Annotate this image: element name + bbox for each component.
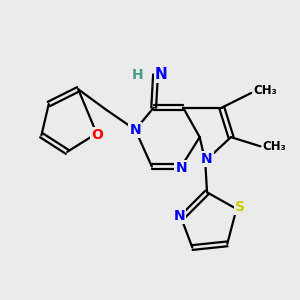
- Text: N: N: [130, 123, 141, 137]
- Text: N: N: [176, 161, 187, 176]
- Text: CH₃: CH₃: [253, 83, 277, 97]
- Text: S: S: [235, 200, 245, 214]
- Text: N: N: [155, 67, 167, 82]
- Text: N: N: [201, 152, 213, 166]
- Text: N: N: [174, 209, 185, 223]
- Text: H: H: [131, 68, 143, 82]
- Text: CH₃: CH₃: [262, 140, 286, 153]
- Text: O: O: [92, 128, 103, 142]
